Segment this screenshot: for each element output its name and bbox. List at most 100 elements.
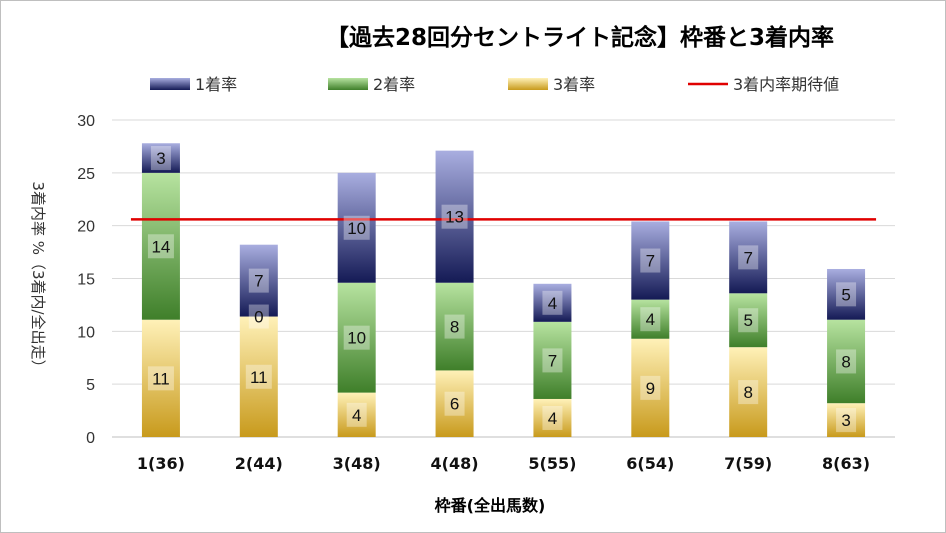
data-label-1-3: 8 [450, 318, 459, 337]
data-label-2-0: 3 [156, 149, 165, 168]
data-labels: 11 14 3 11 0 7 4 10 10 6 8 13 4 7 4 9 4 7 8 5 7 3 8 5 [147, 146, 857, 433]
data-label-0-0: 11 [152, 369, 170, 388]
bar-1-7 [827, 319, 866, 404]
bar-0-4 [533, 398, 572, 437]
data-label-1-1: 0 [254, 308, 263, 327]
bar-1-5 [631, 299, 670, 339]
data-label-1-5: 4 [646, 310, 655, 329]
data-label-2-2: 10 [347, 219, 366, 238]
data-label-bg-1-6 [738, 308, 759, 333]
bar-2-4 [533, 283, 572, 322]
bar-0-7 [827, 403, 866, 437]
bar-0-2 [337, 392, 376, 437]
data-label-0-6: 8 [743, 383, 752, 402]
data-label-bg-2-7 [836, 282, 857, 307]
legend-label-0: 1着率 [195, 75, 237, 94]
bar-2-0 [141, 143, 180, 173]
x-tick-label-3: 4(48) [431, 454, 479, 473]
data-label-2-4: 4 [548, 294, 557, 313]
y-tick-label-5: 5 [86, 377, 95, 394]
y-axis-label: 3着内率 %（3着内/全出走） [29, 181, 47, 374]
legend-swatch-1 [328, 78, 368, 90]
y-tick-label-0: 0 [86, 430, 95, 447]
bar-2-1 [239, 244, 278, 317]
data-label-bg-0-5 [640, 375, 661, 400]
data-label-2-3: 13 [445, 208, 464, 227]
bar-2-3 [435, 150, 474, 283]
data-label-0-3: 6 [450, 395, 459, 414]
bars [141, 143, 866, 437]
y-tick-label-20: 20 [77, 219, 95, 236]
x-tick-label-2: 3(48) [333, 454, 381, 473]
legend-label-1: 2着率 [373, 75, 415, 94]
y-tick-label-15: 15 [77, 272, 95, 289]
data-label-1-6: 5 [743, 311, 752, 330]
bar-2-5 [631, 221, 670, 300]
bar-1-2 [337, 282, 376, 393]
bar-1-0 [141, 172, 180, 320]
data-label-bg-2-3 [441, 204, 468, 229]
data-label-0-4: 4 [548, 409, 557, 428]
x-tick-label-4: 5(55) [528, 454, 576, 473]
y-tick-label-25: 25 [77, 166, 95, 183]
data-label-2-1: 7 [254, 272, 263, 291]
bar-0-0 [141, 319, 180, 437]
bar-0-5 [631, 338, 670, 437]
x-tick-label-7: 8(63) [822, 454, 870, 473]
data-label-2-5: 7 [646, 252, 655, 271]
data-label-0-2: 4 [352, 406, 361, 425]
bar-2-6 [729, 221, 768, 294]
data-label-1-4: 7 [548, 351, 557, 370]
x-tick-label-6: 7(59) [724, 454, 772, 473]
data-label-bg-2-2 [343, 215, 370, 240]
data-label-bg-0-1 [245, 364, 272, 389]
data-label-bg-0-3 [444, 391, 465, 416]
data-label-0-5: 9 [646, 379, 655, 398]
y-axis-ticks: 0 5 10 15 20 25 30 [77, 113, 95, 447]
data-label-bg-1-4 [542, 348, 563, 373]
data-label-bg-1-1 [248, 304, 269, 329]
bar-2-7 [827, 268, 866, 320]
data-label-bg-2-5 [640, 248, 661, 273]
y-tick-label-30: 30 [77, 113, 95, 130]
bar-0-3 [435, 370, 474, 437]
data-label-bg-1-5 [640, 307, 661, 332]
data-label-2-6: 7 [743, 248, 752, 267]
data-label-bg-0-7 [836, 408, 857, 433]
data-label-bg-2-1 [248, 268, 269, 293]
bar-1-3 [435, 282, 474, 371]
x-axis-label: 枠番(全出馬数) [435, 496, 546, 515]
x-tick-label-5: 6(54) [626, 454, 674, 473]
data-label-2-7: 5 [841, 285, 850, 304]
data-label-1-2: 10 [347, 329, 366, 348]
data-label-bg-0-0 [147, 366, 174, 391]
legend-label-3: 3着内率期待値 [733, 75, 839, 94]
data-label-bg-2-4 [542, 290, 563, 315]
data-label-0-7: 3 [841, 411, 850, 430]
data-label-bg-2-0 [150, 146, 171, 171]
y-tick-label-10: 10 [77, 324, 95, 341]
data-label-bg-1-7 [836, 349, 857, 374]
bar-0-6 [729, 347, 768, 437]
x-axis-ticks: 1(36) 2(44) 3(48) 4(48) 5(55) 6(54) 7(59) 8(63) [137, 454, 870, 473]
data-label-bg-2-6 [738, 245, 759, 270]
bar-0-1 [239, 316, 278, 437]
x-tick-label-0: 1(36) [137, 454, 185, 473]
data-label-bg-0-6 [738, 380, 759, 405]
legend-swatch-0 [150, 78, 190, 90]
legend: 1着率 2着率 3着率 3着内率期待値 [150, 75, 839, 94]
legend-swatch-2 [508, 78, 548, 90]
bar-1-6 [729, 293, 768, 348]
legend-label-2: 3着率 [553, 75, 595, 94]
data-label-bg-1-3 [444, 314, 465, 339]
data-label-bg-1-0 [147, 234, 174, 259]
bar-2-2 [337, 172, 376, 283]
data-label-bg-0-2 [346, 402, 367, 427]
data-label-0-1: 11 [250, 368, 268, 387]
data-label-bg-1-2 [343, 325, 370, 350]
x-tick-label-1: 2(44) [235, 454, 283, 473]
bar-1-4 [533, 321, 572, 399]
data-label-bg-0-4 [542, 405, 563, 430]
